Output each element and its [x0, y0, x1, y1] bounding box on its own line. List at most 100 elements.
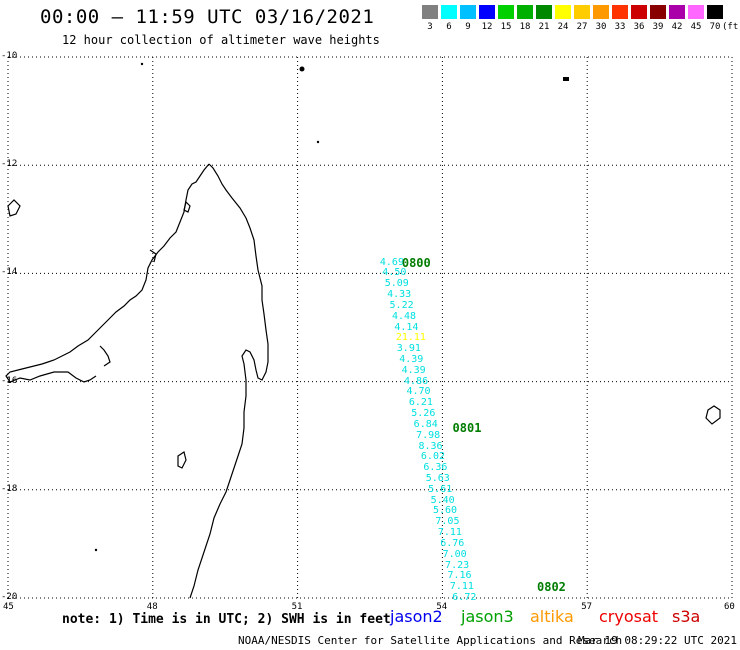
legend-swatch — [498, 5, 514, 19]
track-time-label: 0800 — [401, 255, 431, 270]
latitude-label: -16 — [1, 375, 18, 386]
legend-label: 6 — [446, 22, 452, 32]
legend-swatch — [612, 5, 628, 19]
longitude-label: 60 — [724, 602, 735, 612]
swh-value: 5.63 — [425, 472, 450, 484]
swh-value: 6.76 — [440, 537, 465, 549]
longitude-label: 48 — [146, 602, 158, 612]
legend-swatch — [460, 5, 476, 19]
swh-value: 6.72 — [452, 592, 477, 603]
legend-label: 70 — [709, 22, 721, 32]
swh-value: 21.11 — [395, 332, 426, 344]
legend-label: 27 — [576, 22, 588, 32]
legend-swatch — [688, 5, 704, 19]
satellite-name: s3a — [672, 607, 701, 626]
swh-value: 4.14 — [394, 321, 419, 333]
madagascar-west-coastline — [5, 163, 210, 383]
latitude-label: -18 — [1, 483, 18, 494]
legend-swatch — [536, 5, 552, 19]
satellite-name: cryosat — [599, 607, 659, 626]
latitude-label: -10 — [1, 51, 18, 61]
legend-label: 33 — [614, 22, 626, 32]
legend-label: 30 — [595, 22, 607, 32]
legend-unit: (ft) — [722, 22, 740, 32]
legend-label: 45 — [690, 22, 702, 32]
legend-label: 18 — [519, 22, 531, 32]
island-dot — [299, 66, 305, 72]
swh-value: 5.26 — [411, 408, 436, 420]
legend-swatch — [631, 5, 647, 19]
swh-value: 8.36 — [418, 440, 443, 452]
legend-swatch — [593, 5, 609, 19]
longitude-label: 51 — [291, 602, 303, 612]
swh-value: 6.21 — [408, 397, 433, 409]
satellite-name: altika — [530, 607, 574, 626]
islet-south — [177, 451, 187, 469]
swh-value: 4.48 — [391, 310, 417, 322]
swh-value: 7.00 — [442, 548, 467, 560]
track-time-label: 0802 — [537, 580, 566, 595]
swh-value: 4.86 — [404, 375, 429, 387]
lat-lon-grid — [7, 56, 733, 599]
swh-value: 5.09 — [384, 278, 409, 290]
island-dot — [140, 62, 144, 66]
swh-value: 7.98 — [416, 429, 441, 441]
legend-label: 3 — [427, 22, 433, 32]
legend-label: 42 — [671, 22, 683, 32]
swh-value: 4.69 — [379, 256, 404, 268]
map-title: 00:00 – 11:59 UTC 03/16/2021 — [40, 6, 375, 28]
coastline — [5, 163, 721, 599]
satellite-name: jason3 — [461, 607, 514, 626]
legend-swatch — [479, 5, 495, 19]
legend-label: 24 — [557, 22, 569, 32]
swh-value: 5.22 — [389, 299, 414, 311]
latitude-label: -14 — [1, 267, 18, 278]
reunion — [705, 405, 721, 425]
longitude-label: 57 — [581, 602, 593, 612]
island-mark — [563, 77, 569, 81]
swh-value: 5.40 — [430, 494, 455, 506]
legend-label: 15 — [500, 22, 512, 32]
latitude-label: -20 — [1, 592, 18, 602]
swh-value: 3.91 — [396, 343, 421, 355]
swh-value: 4.50 — [382, 267, 407, 279]
legend-swatch — [441, 5, 457, 19]
swh-value: 6.36 — [423, 462, 448, 474]
legend-swatch — [517, 5, 533, 19]
swh-value: 5.60 — [432, 505, 458, 517]
island-dot — [94, 548, 98, 552]
legend-swatch — [555, 5, 571, 19]
swh-value: 7.23 — [445, 559, 470, 571]
footer-timestamp: Mar 19 08:29:22 UTC 2021 — [578, 634, 737, 647]
legend-swatch — [650, 5, 666, 19]
swh-value: 4.33 — [387, 289, 412, 301]
small-islands — [94, 62, 569, 552]
swh-value: 4.39 — [399, 353, 424, 365]
legend-label: 36 — [633, 22, 645, 32]
legend-swatch — [669, 5, 685, 19]
swh-value: 5.61 — [428, 483, 453, 495]
longitude-label: 54 — [436, 602, 448, 612]
footer-credit: NOAA/NESDIS Center for Satellite Applica… — [238, 634, 623, 647]
west-inlet — [99, 345, 111, 367]
bay-detail — [149, 249, 157, 263]
swh-value: 6.02 — [420, 451, 445, 463]
madagascar-coastline — [189, 163, 269, 599]
swh-value: 4.70 — [406, 386, 431, 398]
swh-value: 7.05 — [435, 516, 460, 528]
swh-value: 7.16 — [447, 570, 472, 582]
legend-swatch — [574, 5, 590, 19]
legend-label: 12 — [481, 22, 493, 32]
island-dot — [316, 140, 320, 144]
swh-value: 6.84 — [413, 418, 438, 430]
map-subtitle: 12 hour collection of altimeter wave hei… — [62, 33, 380, 47]
legend-label: 9 — [465, 22, 471, 32]
legend-swatch — [707, 5, 723, 19]
swh-value: 7.11 — [437, 527, 462, 539]
swh-value: 4.39 — [401, 364, 426, 376]
northwest-islet — [7, 199, 21, 217]
satellite-name: jason2 — [390, 607, 443, 626]
legend-label: 39 — [652, 22, 664, 32]
longitude-label: 45 — [3, 602, 14, 612]
